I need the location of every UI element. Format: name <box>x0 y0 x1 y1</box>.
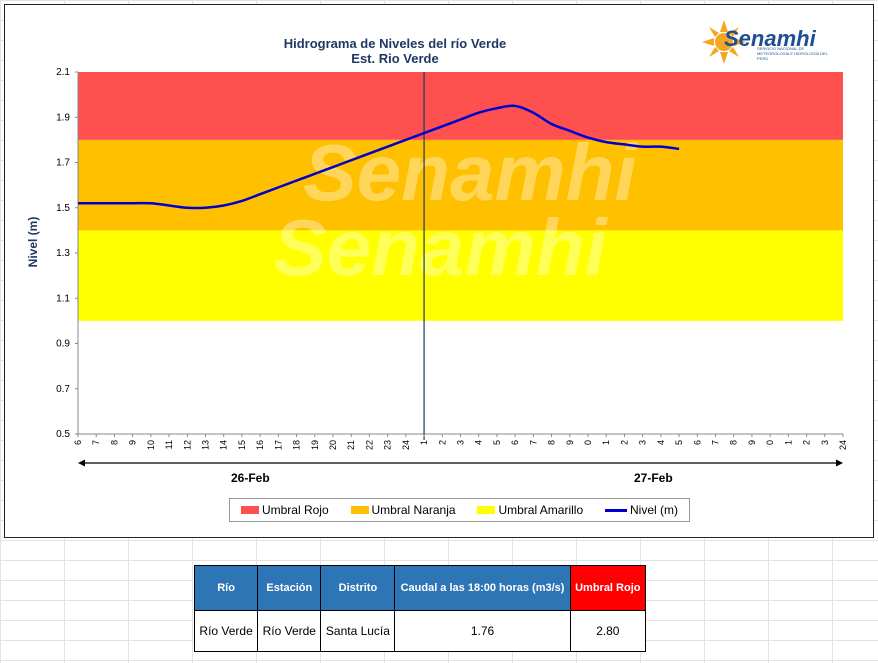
x-tick-label: 7 <box>91 440 101 445</box>
x-tick-label: 5 <box>492 440 502 445</box>
y-tick-label: 0.5 <box>56 429 70 440</box>
cell-umbral-rojo: 2.80 <box>569 610 647 652</box>
x-tick-label: 24 <box>838 440 848 450</box>
x-tick-label: 7 <box>711 440 721 445</box>
legend-item-naranja: Umbral Naranja <box>350 503 456 517</box>
logo-subtitle: SERVICIO NACIONAL DE METEOROLOGÍA E HIDR… <box>757 46 828 61</box>
legend-swatch-naranja <box>350 506 369 514</box>
chart-legend: Umbral Rojo Umbral Naranja Umbral Amaril… <box>229 498 690 522</box>
x-tick-label: 6 <box>692 440 702 445</box>
x-tick-label: 7 <box>528 440 538 445</box>
station-info-table: Río Estación Distrito Caudal a las 18:00… <box>193 565 647 652</box>
y-axis-label: Nivel (m) <box>26 216 40 268</box>
legend-swatch-amarillo <box>477 506 496 514</box>
y-tick-label: 2.1 <box>56 67 70 78</box>
x-tick-label: 6 <box>510 440 520 445</box>
y-tick-label: 1.3 <box>56 248 70 259</box>
legend-swatch-rojo <box>240 506 259 514</box>
header-estacion: Estación <box>257 565 322 611</box>
x-tick-label: 24 <box>401 440 411 450</box>
cell-distrito: Santa Lucía <box>320 610 396 652</box>
date-label-1: 26-Feb <box>231 471 270 485</box>
legend-label-nivel: Nivel (m) <box>630 503 679 517</box>
chart-title: Hidrograma de Niveles del río Verde <box>283 36 507 51</box>
threshold-band-umbral-rojo <box>78 72 843 140</box>
date-label-2: 27-Feb <box>634 471 673 485</box>
threshold-band-umbral-naranja <box>78 139 843 231</box>
x-tick-label: 9 <box>565 440 575 445</box>
series-line-nivel <box>78 104 680 210</box>
x-tick-label: 18 <box>292 440 302 450</box>
y-tick-label: 0.9 <box>56 339 70 350</box>
x-tick-label: 8 <box>729 440 739 445</box>
watermark-text-1: Senamhi <box>303 128 638 217</box>
x-tick-label: 8 <box>109 440 119 445</box>
table-row: Río Verde Río Verde Santa Lucía 1.76 2.8… <box>193 610 647 652</box>
cell-rio: Río Verde <box>193 610 259 652</box>
cell-estacion: Río Verde <box>257 610 322 652</box>
x-tick-label: 13 <box>201 440 211 450</box>
legend-label-rojo: Umbral Rojo <box>261 503 329 517</box>
x-tick-label: 3 <box>820 440 830 445</box>
x-tick-label: 17 <box>273 440 283 450</box>
x-tick-label: 20 <box>328 440 338 450</box>
x-tick-label: 14 <box>219 440 229 450</box>
x-tick-label: 0 <box>583 440 593 445</box>
legend-swatch-nivel <box>605 508 628 512</box>
x-tick-label: 2 <box>619 440 629 445</box>
x-tick-label: 9 <box>747 440 757 445</box>
x-tick-label: 15 <box>237 440 247 450</box>
x-tick-label: 5 <box>674 440 684 445</box>
arrow-left-head <box>78 459 85 467</box>
x-tick-label: 22 <box>364 440 374 450</box>
threshold-band-umbral-amarillo <box>78 230 843 321</box>
x-tick-label: 4 <box>474 440 484 445</box>
y-tick-label: 1.7 <box>56 158 70 169</box>
legend-item-amarillo: Umbral Amarillo <box>477 503 583 517</box>
header-distrito: Distrito <box>320 565 396 611</box>
chart-subtitle: Est. Rio Verde <box>351 51 439 66</box>
y-tick-label: 1.9 <box>56 112 70 123</box>
x-tick-label: 21 <box>346 440 356 450</box>
x-tick-label: 3 <box>638 440 648 445</box>
x-tick-label: 2 <box>802 440 812 445</box>
legend-item-nivel: Nivel (m) <box>605 503 678 517</box>
x-tick-label: 9 <box>128 440 138 445</box>
x-tick-label: 8 <box>547 440 557 445</box>
legend-label-naranja: Umbral Naranja <box>371 503 456 517</box>
x-tick-label: 16 <box>255 440 265 450</box>
x-tick-label: 1 <box>783 440 793 445</box>
x-tick-label: 10 <box>146 440 156 450</box>
x-tick-label: 19 <box>310 440 320 450</box>
arrow-right-head <box>836 459 843 467</box>
x-tick-label: 11 <box>164 440 174 449</box>
y-tick-label: 1.5 <box>56 203 70 214</box>
legend-label-amarillo: Umbral Amarillo <box>498 503 584 517</box>
legend-item-rojo: Umbral Rojo <box>240 503 329 517</box>
x-tick-label: 0 <box>765 440 775 445</box>
logo-name: Senamhi <box>724 26 816 51</box>
y-tick-label: 1.1 <box>56 293 70 304</box>
x-tick-label: 6 <box>73 440 83 445</box>
x-tick-label: 4 <box>656 440 666 445</box>
header-rio: Río <box>193 565 259 611</box>
hydrograph-chart: Senamhi Senamhi 0.5 0.7 0.9 1.1 1.3 1.5 1.7 1.9… <box>56 67 848 467</box>
watermark: Senamhi Senamhi <box>273 128 638 292</box>
x-tick-label: 12 <box>182 440 192 450</box>
header-umbral-rojo: Umbral Rojo <box>569 565 647 611</box>
x-tick-label: 1 <box>601 440 611 445</box>
x-tick-label: 2 <box>437 440 447 445</box>
header-caudal: Caudal a las 18:00 horas (m3/s) <box>394 565 571 611</box>
x-tick-label: 1 <box>419 440 429 445</box>
senamhi-logo-sun-icon <box>702 20 746 64</box>
table-header-row: Río Estación Distrito Caudal a las 18:00… <box>193 565 647 611</box>
watermark-text-2: Senamhi <box>273 203 608 292</box>
x-tick-label: 3 <box>456 440 466 445</box>
cell-caudal: 1.76 <box>394 610 571 652</box>
y-tick-label: 0.7 <box>56 384 70 395</box>
x-tick-label: 23 <box>383 440 393 450</box>
